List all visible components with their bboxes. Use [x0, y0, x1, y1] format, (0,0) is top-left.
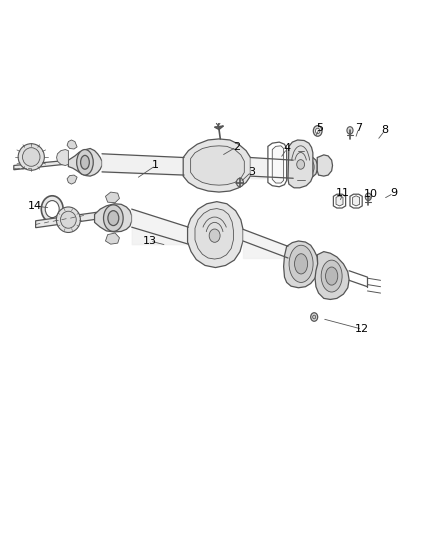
- Ellipse shape: [300, 161, 310, 173]
- Ellipse shape: [311, 313, 318, 321]
- Ellipse shape: [321, 260, 342, 292]
- Ellipse shape: [315, 128, 320, 134]
- Ellipse shape: [237, 178, 244, 187]
- Polygon shape: [315, 252, 349, 300]
- Text: 9: 9: [390, 188, 397, 198]
- Ellipse shape: [289, 245, 313, 282]
- Polygon shape: [350, 194, 362, 208]
- Ellipse shape: [325, 267, 338, 285]
- Ellipse shape: [108, 211, 119, 225]
- Text: 7: 7: [355, 123, 362, 133]
- Polygon shape: [67, 175, 77, 184]
- Ellipse shape: [297, 160, 304, 169]
- Ellipse shape: [294, 254, 307, 274]
- Polygon shape: [317, 155, 332, 176]
- Polygon shape: [95, 204, 132, 232]
- Text: 3: 3: [248, 167, 255, 177]
- Polygon shape: [68, 149, 102, 176]
- Ellipse shape: [45, 200, 59, 217]
- Text: 14: 14: [28, 201, 42, 211]
- Polygon shape: [67, 140, 77, 149]
- Text: 1: 1: [152, 160, 159, 171]
- Ellipse shape: [57, 207, 81, 232]
- Ellipse shape: [313, 126, 322, 136]
- Ellipse shape: [77, 150, 93, 175]
- Ellipse shape: [313, 315, 316, 319]
- Polygon shape: [268, 142, 287, 187]
- Polygon shape: [288, 140, 313, 188]
- Ellipse shape: [103, 205, 123, 231]
- Polygon shape: [353, 196, 360, 206]
- Polygon shape: [195, 208, 233, 259]
- Text: 11: 11: [336, 188, 350, 198]
- Text: 13: 13: [143, 236, 157, 246]
- Polygon shape: [293, 156, 317, 179]
- Text: 10: 10: [364, 189, 378, 199]
- Polygon shape: [191, 146, 244, 185]
- Text: 2: 2: [233, 142, 240, 152]
- Polygon shape: [57, 150, 68, 165]
- Ellipse shape: [60, 211, 76, 228]
- Polygon shape: [106, 192, 120, 203]
- Polygon shape: [333, 194, 346, 208]
- Ellipse shape: [297, 157, 314, 177]
- Ellipse shape: [365, 193, 371, 200]
- Polygon shape: [14, 160, 68, 169]
- Ellipse shape: [22, 148, 40, 166]
- Polygon shape: [183, 139, 251, 192]
- Ellipse shape: [18, 144, 44, 170]
- Polygon shape: [35, 212, 97, 228]
- Polygon shape: [336, 196, 343, 206]
- Text: 4: 4: [283, 143, 291, 154]
- Text: 8: 8: [381, 125, 389, 135]
- Ellipse shape: [41, 196, 63, 222]
- Ellipse shape: [209, 229, 220, 243]
- Text: 5: 5: [316, 123, 323, 133]
- Polygon shape: [106, 233, 120, 244]
- Polygon shape: [272, 146, 284, 183]
- Polygon shape: [187, 201, 243, 268]
- Text: 12: 12: [355, 324, 369, 334]
- Ellipse shape: [81, 156, 89, 169]
- Polygon shape: [284, 241, 318, 288]
- Ellipse shape: [347, 127, 353, 134]
